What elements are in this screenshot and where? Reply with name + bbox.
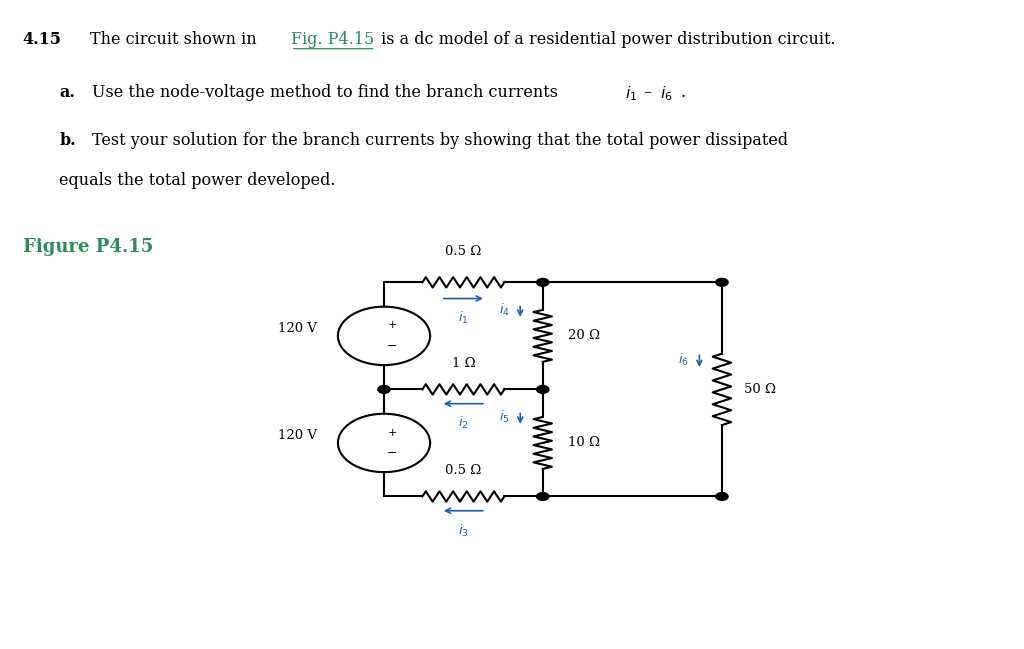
Text: $i_4$: $i_4$ bbox=[499, 302, 510, 318]
Text: The circuit shown in: The circuit shown in bbox=[90, 31, 262, 48]
Text: $i_3$: $i_3$ bbox=[458, 522, 469, 539]
Text: +: + bbox=[387, 321, 397, 330]
Circle shape bbox=[537, 386, 549, 393]
Text: +: + bbox=[387, 428, 397, 437]
Text: $i_1$: $i_1$ bbox=[458, 310, 469, 326]
Text: 1 Ω: 1 Ω bbox=[452, 357, 475, 370]
Text: 20 Ω: 20 Ω bbox=[568, 329, 600, 343]
Text: 10 Ω: 10 Ω bbox=[568, 436, 600, 450]
Text: is a dc model of a residential power distribution circuit.: is a dc model of a residential power dis… bbox=[376, 31, 836, 48]
Text: Figure P4.15: Figure P4.15 bbox=[23, 238, 153, 256]
Text: −: − bbox=[387, 447, 397, 460]
Text: 50 Ω: 50 Ω bbox=[744, 383, 776, 396]
Text: Test your solution for the branch currents by showing that the total power dissi: Test your solution for the branch curren… bbox=[92, 132, 788, 149]
Text: −: − bbox=[387, 339, 397, 353]
Circle shape bbox=[537, 493, 549, 500]
Text: 4.15: 4.15 bbox=[23, 31, 61, 48]
Text: b.: b. bbox=[59, 132, 76, 149]
Text: $i_6$: $i_6$ bbox=[678, 352, 689, 368]
Text: 0.5 Ω: 0.5 Ω bbox=[445, 245, 481, 258]
Circle shape bbox=[716, 493, 728, 500]
Circle shape bbox=[378, 386, 390, 393]
Text: $i_1$: $i_1$ bbox=[625, 84, 637, 103]
Text: 120 V: 120 V bbox=[279, 428, 317, 442]
Text: .: . bbox=[681, 84, 686, 101]
Text: equals the total power developed.: equals the total power developed. bbox=[59, 172, 336, 189]
Text: a.: a. bbox=[59, 84, 76, 101]
Text: $i_5$: $i_5$ bbox=[500, 409, 510, 425]
Text: $i_6$: $i_6$ bbox=[660, 84, 673, 103]
Text: –: – bbox=[643, 84, 651, 101]
Circle shape bbox=[537, 278, 549, 286]
Text: 0.5 Ω: 0.5 Ω bbox=[445, 464, 481, 477]
Text: $i_2$: $i_2$ bbox=[458, 415, 469, 432]
Text: Fig. P4.15: Fig. P4.15 bbox=[291, 31, 374, 48]
Text: 120 V: 120 V bbox=[279, 321, 317, 335]
Text: Use the node-voltage method to find the branch currents: Use the node-voltage method to find the … bbox=[92, 84, 561, 101]
Circle shape bbox=[716, 278, 728, 286]
